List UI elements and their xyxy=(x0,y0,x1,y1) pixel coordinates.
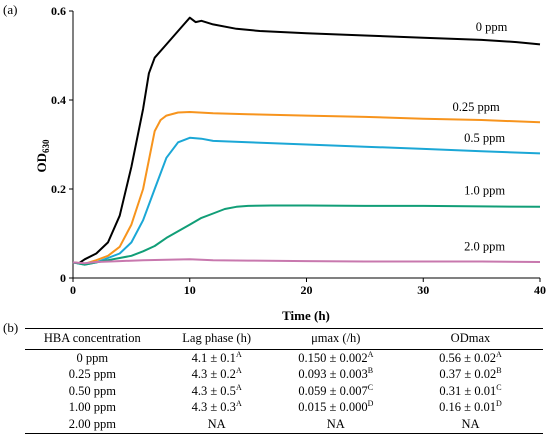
significance-letter: A xyxy=(235,365,242,375)
table-cell: 0.50 ppm xyxy=(68,383,116,398)
table-cell: 0.093 ± 0.003B xyxy=(298,365,374,381)
y-tick-label: 0.4 xyxy=(51,93,66,107)
table-cell: 0.015 ± 0.000D xyxy=(298,398,374,414)
series-line-1-0-ppm xyxy=(72,204,541,266)
significance-letter: A xyxy=(235,398,242,408)
series-layer xyxy=(72,16,541,266)
series-label: 0.5 ppm xyxy=(464,131,505,145)
significance-letter: A xyxy=(367,349,374,359)
x-axis-label: Time (h) xyxy=(282,308,330,323)
table-header-cell: ODmax xyxy=(397,328,543,350)
y-tick-label: 0 xyxy=(60,271,66,285)
growth-parameters-table: HBA concentration Lag phase (h) μmax (/h) O… xyxy=(25,328,543,434)
x-tick-label: 40 xyxy=(534,283,546,297)
table-header-row: HBA concentration Lag phase (h) μmax (/h) O… xyxy=(25,328,543,350)
table-header-cell: Lag phase (h) xyxy=(159,328,274,350)
series-label: 0.25 ppm xyxy=(452,100,500,114)
table-row: 1.00 ppm 4.3 ± 0.3A 0.015 ± 0.000D 0.16 ± 0… xyxy=(25,398,543,417)
table-cell: 2.00 ppm xyxy=(25,416,160,434)
table-cell: 0.150 ± 0.002A xyxy=(298,349,374,365)
series-label: 0 ppm xyxy=(476,20,508,34)
x-tick-label: 20 xyxy=(301,283,313,297)
table-cell: 0.31 ± 0.01C xyxy=(439,382,502,398)
significance-letter: D xyxy=(367,398,374,408)
table-cell: NA xyxy=(159,416,274,434)
table-cell: 0 ppm xyxy=(76,350,109,365)
significance-letter: C xyxy=(367,382,374,392)
y-tick-label: 0.6 xyxy=(51,4,66,18)
table-cell: 0.25 ppm xyxy=(68,367,116,381)
table-cell: 0.16 ± 0.01D xyxy=(439,398,502,414)
table-cell: 4.3 ± 0.3A xyxy=(191,398,242,414)
significance-letter: B xyxy=(367,365,374,375)
table-cell: NA xyxy=(397,416,543,434)
x-tick-label: 30 xyxy=(417,283,429,297)
significance-letter: A xyxy=(235,349,242,359)
significance-letter: D xyxy=(496,398,502,408)
table-header-cell: μmax (/h) xyxy=(273,328,398,350)
growth-parameters-table-wrapper: HBA concentration Lag phase (h) μmax (/h) O… xyxy=(25,328,543,434)
significance-letter: B xyxy=(496,365,502,375)
table-row: 0.50 ppm 4.3 ± 0.5A 0.059 ± 0.007C 0.31 ± 0… xyxy=(25,383,543,400)
series-line-2-0-ppm xyxy=(72,258,541,265)
table-row: 0 ppm 4.1 ± 0.1A 0.150 ± 0.002A 0.56 ± 0.02… xyxy=(25,350,543,367)
significance-letter: A xyxy=(235,382,242,392)
od-growth-chart: 0 10 20 30 40 0 0.2 0.4 0.6 0 ppm 0.25 ppm 0.5 ppm… xyxy=(34,4,546,323)
panel-b-label: (b) xyxy=(3,320,19,335)
table-cell: 4.3 ± 0.5A xyxy=(191,382,242,398)
series-label: 1.0 ppm xyxy=(464,183,505,197)
y-axis-label-subscript: 630 xyxy=(41,139,51,153)
table-cell: 0.37 ± 0.02B xyxy=(439,365,502,381)
series-line-0-ppm xyxy=(72,16,541,265)
table-cell: 4.1 ± 0.1A xyxy=(191,349,242,365)
table-row: 0.25 ppm 4.3 ± 0.2A 0.093 ± 0.003B 0.37 ± 0… xyxy=(25,365,543,384)
table-cell: 0.059 ± 0.007C xyxy=(298,382,374,398)
series-label: 2.0 ppm xyxy=(464,239,505,253)
table-cell: 0.56 ± 0.02A xyxy=(439,349,502,365)
x-tick-label: 10 xyxy=(184,283,196,297)
table-row: 2.00 ppm NA NA NA xyxy=(25,416,543,434)
table-cell: 4.3 ± 0.2A xyxy=(191,365,242,381)
y-axis-label-main: OD xyxy=(34,153,49,173)
y-axis-label: OD630 xyxy=(34,139,51,173)
table-body: 0 ppm 4.1 ± 0.1A 0.150 ± 0.002A 0.56 ± 0.02… xyxy=(25,350,543,434)
significance-letter: C xyxy=(496,382,502,392)
table-header-cell: HBA concentration xyxy=(25,328,160,350)
table-cell: 1.00 ppm xyxy=(68,400,116,414)
y-tick-label: 0.2 xyxy=(51,182,66,196)
series-line-0-25-ppm xyxy=(72,111,541,265)
x-tick-label: 0 xyxy=(70,283,76,297)
annotation-layer: 0 ppm 0.25 ppm 0.5 ppm 1.0 ppm 2.0 ppm xyxy=(452,20,507,253)
significance-letter: A xyxy=(496,349,502,359)
table-cell: NA xyxy=(273,416,398,434)
panel-a-label: (a) xyxy=(3,2,18,17)
chart-axes: 0 10 20 30 40 0 0.2 0.4 0.6 xyxy=(51,4,546,297)
series-line-0-5-ppm xyxy=(72,136,541,266)
